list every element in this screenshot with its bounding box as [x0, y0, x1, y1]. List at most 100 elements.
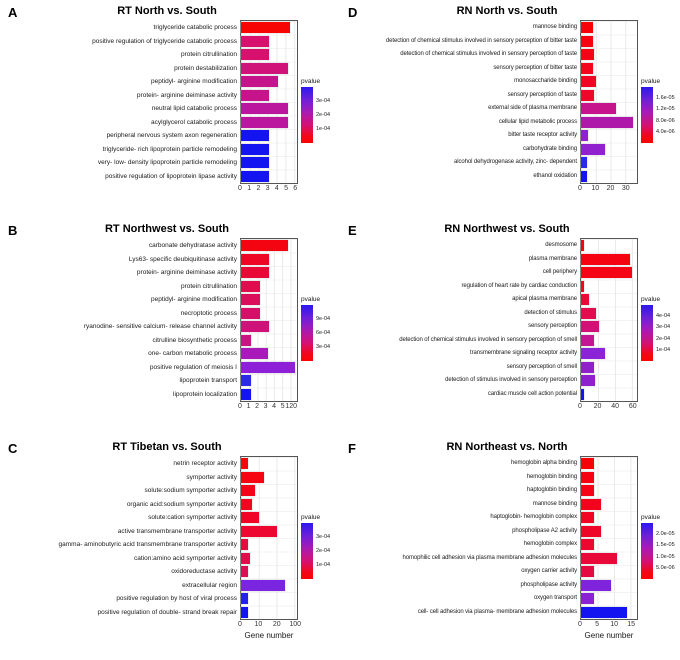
- legend-tick-label: 3e-04: [656, 324, 671, 331]
- category-label: detection of chemical stimulus involved …: [399, 336, 577, 343]
- legend-tick-label: 2.0e-05: [656, 531, 675, 538]
- panel-body: netrin receptor activity symporter activi…: [6, 456, 338, 641]
- bar: [241, 485, 256, 497]
- category-label: netrin receptor activity: [173, 460, 237, 467]
- bar: [241, 280, 260, 292]
- legend-body: 3e-04 2e-04 1e-04: [301, 523, 338, 579]
- x-tick-label: 1: [247, 185, 252, 192]
- bar-slot: [581, 253, 637, 267]
- category-label: oxidoreductase activity: [171, 568, 237, 575]
- bar: [241, 593, 249, 605]
- panel-title: RT North vs. South: [117, 5, 217, 17]
- category-label: solute:sodium symporter activity: [144, 487, 237, 494]
- bar: [581, 566, 595, 578]
- bar: [241, 539, 249, 551]
- bar-slot: [581, 606, 637, 620]
- legend-title: pvalue: [641, 514, 661, 521]
- category-label: very- low- density lipoprotein particle …: [97, 159, 237, 166]
- category-label: one- carbon metabolic process: [148, 350, 237, 357]
- bar: [581, 539, 595, 551]
- legend-title: pvalue: [301, 78, 321, 85]
- bar: [241, 89, 270, 101]
- pvalue-colorbar-gradient: [641, 305, 653, 361]
- bar-slot: [241, 156, 297, 170]
- bar-slot: [581, 334, 637, 348]
- bar: [241, 361, 296, 373]
- bar-slot: [581, 75, 637, 89]
- x-tick-label: 20: [606, 185, 615, 192]
- bar: [581, 89, 595, 101]
- x-tick-label: 20: [272, 621, 281, 628]
- category-label: hemoglobin alpha binding: [511, 460, 577, 466]
- category-labels: triglyceride catabolic process positive r…: [6, 20, 240, 183]
- bar-slot: [581, 361, 637, 375]
- bar-slot: [241, 538, 297, 552]
- x-axis-label: Gene number: [244, 631, 294, 640]
- bar-slot: [581, 239, 637, 253]
- category-labels: mannose binding detection of chemical sti…: [346, 20, 580, 183]
- pvalue-legend: pvalue 4e-04 3e-04 2e-04 1e-04: [638, 296, 678, 361]
- bar-slot: [241, 579, 297, 593]
- bar-slot: [581, 457, 637, 471]
- pvalue-colorbar-gradient: [641, 523, 653, 579]
- legend-tick-label: 1.2e-05: [656, 106, 675, 113]
- category-label: protein citrullination: [180, 51, 237, 58]
- legend-tick-label: 4e-04: [656, 313, 671, 320]
- x-tick-label: 3: [263, 403, 268, 410]
- bar-slot: [241, 334, 297, 348]
- bar-slot: [581, 525, 637, 539]
- category-labels: desmosome plasma membrane cell periphery re…: [346, 238, 580, 401]
- category-label: detection of chemical stimulus involved …: [385, 37, 577, 44]
- x-tick-label: 0: [578, 185, 582, 192]
- bar-slot: [581, 35, 637, 49]
- category-label: cation:amino acid symporter activity: [134, 554, 237, 562]
- bar-slot: [241, 307, 297, 321]
- bar-slot: [241, 525, 297, 539]
- plot-column: 0 10 20 30: [578, 20, 638, 205]
- x-axis-ticks: 0 10 20 30: [578, 185, 638, 194]
- x-tick-label: 5: [595, 621, 599, 628]
- legend-tick-label: 1.5e-05: [656, 542, 675, 549]
- bar-slot: [241, 361, 297, 375]
- category-label: protein citrullination: [180, 282, 237, 290]
- panel-body: hemoglobin alpha binding hemoglobin bindi…: [346, 456, 678, 641]
- x-tick-label: 6: [293, 185, 298, 192]
- x-tick-label: 0: [238, 621, 242, 628]
- category-label: external side of plasma membrane: [488, 105, 577, 111]
- bar: [581, 62, 593, 74]
- bar-slot: [241, 253, 297, 267]
- category-label: protein- arginine deiminase activity: [136, 269, 237, 276]
- bar: [241, 170, 270, 182]
- bar-slot: [581, 484, 637, 498]
- bar: [241, 579, 286, 591]
- category-label: carbohydrate binding: [522, 145, 577, 152]
- x-tick-label: 2: [256, 185, 261, 192]
- bar-slot: [581, 347, 637, 361]
- category-label: ryanodine- sensitive calcium- release ch…: [83, 323, 237, 330]
- x-axis-label: [240, 194, 298, 205]
- legend-tick-label: 4.0e-06: [656, 128, 675, 135]
- bar-slot: [581, 293, 637, 307]
- bar: [241, 321, 269, 333]
- category-label: extracellular region: [182, 581, 237, 589]
- bar-slot: [581, 156, 637, 170]
- category-labels: carbonate dehydratase activity Lys63- spe…: [6, 238, 240, 401]
- category-label: cell- cell adhesion via plasma- membrane…: [417, 608, 577, 615]
- legend-tick-label: 2e-04: [316, 548, 331, 554]
- bar-slot: [241, 565, 297, 579]
- bar-slot: [581, 592, 637, 606]
- category-label: cell periphery: [542, 269, 577, 275]
- bar-slot: [581, 129, 637, 143]
- category-label: protein- arginine deiminase activity: [136, 91, 237, 99]
- bar: [581, 579, 611, 591]
- x-tick-label: 0: [578, 403, 582, 410]
- bar-slot: [581, 280, 637, 294]
- category-label: phospholipase A2 activity: [512, 527, 577, 534]
- bar-slot: [581, 320, 637, 334]
- category-labels: hemoglobin alpha binding hemoglobin bindi…: [346, 456, 580, 619]
- bar: [581, 606, 628, 618]
- bar: [241, 35, 270, 47]
- x-tick-label: 20: [593, 403, 602, 410]
- x-tick-label: 120: [285, 403, 298, 410]
- bar-slot: [241, 143, 297, 157]
